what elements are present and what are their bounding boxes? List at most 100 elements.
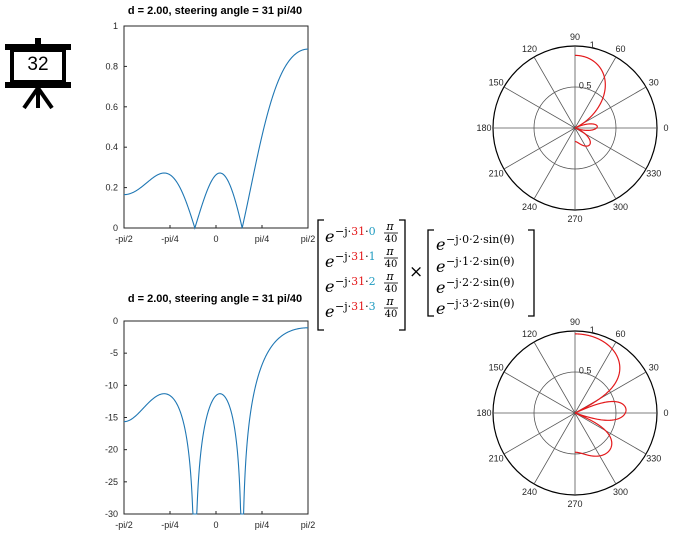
y-tick-label: 1 — [113, 21, 118, 31]
series-line — [124, 48, 308, 230]
frac-denominator: 40 — [385, 259, 398, 270]
exp-head: −j· — [335, 275, 351, 288]
polar-angle-label: 60 — [615, 329, 625, 339]
slide-number-badge: 32 — [3, 38, 73, 110]
polar-angle-label: 240 — [522, 202, 537, 212]
polar-pattern-linear: 0 30 60 90 120 150 180 210 240 270 300 330 0.5 1 — [476, 32, 668, 224]
polar-radius-label: 0.5 — [579, 81, 592, 91]
x-tick-label: 0 — [213, 234, 218, 244]
dot: · — [365, 225, 369, 238]
exp-term: −j·31·1 — [335, 250, 376, 263]
x-tick-label: -pi/4 — [161, 234, 179, 244]
y-tick-label: -20 — [105, 445, 118, 455]
y-tick-label: 0 — [113, 223, 118, 233]
exp-head: −j· — [335, 225, 351, 238]
frac-denominator: 40 — [385, 284, 398, 295]
left-bracket — [317, 219, 324, 331]
right-bracket — [528, 229, 535, 317]
polar-angle-label: 60 — [615, 44, 625, 54]
polar-angle-label: 90 — [570, 32, 580, 42]
exp-base: e — [436, 257, 445, 276]
y-tick-label: -15 — [105, 413, 118, 423]
frac-numerator: π — [385, 220, 394, 233]
exp-term: −j·31·2 — [335, 275, 376, 288]
element-phase-matrix: e −j·0·2·sin(θ)e −j·1·2·sin(θ)e −j·2·2·sin(… — [427, 229, 535, 318]
plot-title: d = 2.00, steering angle = 31 pi/40 — [128, 5, 302, 17]
y-tick-label: -25 — [105, 477, 118, 487]
polar-angle-label: 120 — [522, 329, 537, 339]
y-tick-label: 0.4 — [105, 142, 118, 152]
steer-value: 31 — [351, 300, 365, 313]
multiply-sign: × — [409, 262, 424, 282]
left-bracket — [427, 229, 434, 317]
exp-term: −j·3·2·sin(θ) — [446, 297, 515, 310]
x-tick-label: pi/2 — [301, 234, 316, 244]
polar-radius-label: 0.5 — [579, 366, 592, 376]
polar-angle-label: 90 — [570, 317, 580, 327]
frac-denominator: 40 — [385, 234, 398, 245]
array-factor-db-plot: d = 2.00, steering angle = 31 pi/40 -pi/… — [105, 293, 316, 530]
polar-angle-label: 0 — [663, 123, 668, 133]
polar-angle-label: 330 — [646, 169, 661, 179]
exp-term: −j·31·3 — [335, 300, 376, 313]
y-tick-label: 0.2 — [105, 183, 118, 193]
steer-value: 31 — [351, 250, 365, 263]
polar-pattern-curve — [574, 54, 606, 147]
array-factor-linear-plot: d = 2.00, steering angle = 31 pi/40 -pi/… — [105, 5, 316, 244]
x-tick-label: -pi/4 — [161, 520, 179, 530]
exp-head: −j· — [335, 300, 351, 313]
plot-title: d = 2.00, steering angle = 31 pi/40 — [128, 293, 302, 305]
polar-angle-label: 30 — [649, 363, 659, 373]
exp-base: e — [325, 277, 334, 296]
element-index: 0 — [369, 225, 376, 238]
exp-base: e — [325, 302, 334, 321]
exp-term: −j·31·0 — [335, 225, 376, 238]
slide-number-label: 32 — [27, 54, 49, 75]
dot: · — [365, 300, 369, 313]
dot: · — [365, 250, 369, 263]
y-tick-label: 0.8 — [105, 61, 118, 71]
polar-angle-label: 240 — [522, 487, 537, 497]
polar-pattern-curve — [574, 333, 627, 457]
y-tick-label: -5 — [110, 348, 118, 358]
dot: · — [365, 275, 369, 288]
x-tick-label: -pi/2 — [115, 520, 133, 530]
frac-numerator: π — [385, 245, 394, 258]
polar-angle-label: 0 — [663, 408, 668, 418]
polar-angle-label: 150 — [489, 78, 504, 88]
x-tick-label: pi/2 — [301, 520, 316, 530]
presentation-board-icon — [5, 38, 71, 110]
exp-base: e — [436, 278, 445, 297]
y-tick-label: -10 — [105, 380, 118, 390]
polar-angle-label: 270 — [567, 214, 582, 224]
exp-base: e — [436, 299, 445, 318]
element-index: 3 — [369, 300, 376, 313]
polar-angle-label: 270 — [567, 499, 582, 509]
x-tick-label: pi/4 — [255, 520, 270, 530]
polar-radius-label: 1 — [590, 325, 595, 335]
polar-angle-label: 180 — [476, 408, 491, 418]
plot-axes-box — [123, 320, 309, 515]
polar-angle-label: 210 — [489, 454, 504, 464]
polar-angle-label: 120 — [522, 44, 537, 54]
y-tick-label: 0 — [113, 316, 118, 326]
y-tick-label: 0.6 — [105, 102, 118, 112]
exp-base: e — [436, 235, 445, 254]
polar-angle-label: 210 — [489, 169, 504, 179]
y-tick-label: -30 — [105, 509, 118, 519]
exp-term: −j·1·2·sin(θ) — [446, 255, 515, 268]
polar-angle-label: 150 — [489, 363, 504, 373]
steer-value: 31 — [351, 275, 365, 288]
element-index: 2 — [369, 275, 376, 288]
plot-axes-box — [123, 25, 309, 229]
exp-head: −j· — [335, 250, 351, 263]
polar-angle-label: 330 — [646, 454, 661, 464]
exp-base: e — [325, 227, 334, 246]
polar-angle-label: 180 — [476, 123, 491, 133]
element-index: 1 — [369, 250, 376, 263]
x-tick-label: 0 — [213, 520, 218, 530]
exp-base: e — [325, 252, 334, 271]
polar-pattern-db: 0 30 60 90 120 150 180 210 240 270 300 330 0.5 1 — [476, 317, 668, 509]
steer-value: 31 — [351, 225, 365, 238]
